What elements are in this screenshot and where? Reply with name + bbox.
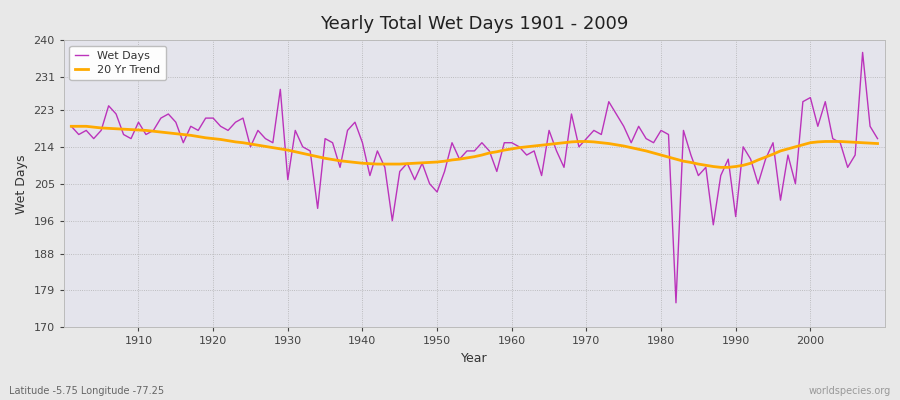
Wet Days	[872, 136, 883, 141]
Line: 20 Yr Trend: 20 Yr Trend	[71, 126, 878, 167]
20 Yr Trend	[126, 127, 137, 132]
Y-axis label: Wet Days: Wet Days	[15, 154, 28, 214]
Legend: Wet Days, 20 Yr Trend: Wet Days, 20 Yr Trend	[69, 46, 166, 80]
Text: Latitude -5.75 Longitude -77.25: Latitude -5.75 Longitude -77.25	[9, 386, 164, 396]
Wet Days	[66, 124, 77, 129]
20 Yr Trend	[290, 149, 301, 154]
20 Yr Trend	[596, 140, 607, 145]
Title: Yearly Total Wet Days 1901 - 2009: Yearly Total Wet Days 1901 - 2009	[320, 15, 628, 33]
Line: Wet Days: Wet Days	[71, 52, 878, 303]
20 Yr Trend	[716, 165, 726, 170]
Wet Days	[290, 128, 301, 133]
Wet Days	[335, 165, 346, 170]
Wet Days	[670, 300, 681, 305]
20 Yr Trend	[872, 141, 883, 146]
Text: worldspecies.org: worldspecies.org	[809, 386, 891, 396]
20 Yr Trend	[335, 158, 346, 163]
20 Yr Trend	[499, 148, 509, 152]
Wet Days	[126, 136, 137, 141]
X-axis label: Year: Year	[461, 352, 488, 365]
20 Yr Trend	[507, 146, 517, 151]
Wet Days	[507, 140, 517, 145]
Wet Days	[499, 140, 509, 145]
Wet Days	[596, 132, 607, 137]
20 Yr Trend	[66, 124, 77, 129]
Wet Days	[857, 50, 868, 55]
